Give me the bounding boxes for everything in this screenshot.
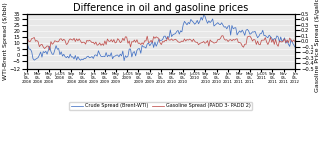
Gasoline Spread (PADD 3- PADD 2) [221,35,225,37]
Gasoline Spread (PADD 3- PADD 2) [48,49,52,51]
Gasoline Spread (PADD 3- PADD 2) [159,44,163,46]
Crude Spread (Brent-WTI) [202,14,206,16]
Crude Spread (Brent-WTI) [267,34,271,36]
Crude Spread (Brent-WTI) [122,60,126,61]
Legend: Crude Spread (Brent-WTI), Gasoline Spread (PADD 3- PADD 2): Crude Spread (Brent-WTI), Gasoline Sprea… [69,102,252,110]
Gasoline Spread (PADD 3- PADD 2) [25,39,28,41]
Crude Spread (Brent-WTI) [252,31,256,33]
Crude Spread (Brent-WTI) [153,41,157,43]
Crude Spread (Brent-WTI) [293,46,297,48]
Gasoline Spread (PADD 3- PADD 2) [27,41,31,43]
Crude Spread (Brent-WTI) [27,48,31,50]
Crude Spread (Brent-WTI) [25,45,28,47]
Gasoline Spread (PADD 3- PADD 2) [267,41,271,43]
Gasoline Spread (PADD 3- PADD 2) [153,37,157,39]
Gasoline Spread (PADD 3- PADD 2) [293,40,297,42]
Y-axis label: WTI-Brent Spread ($/bbl): WTI-Brent Spread ($/bbl) [3,2,8,80]
Gasoline Spread (PADD 3- PADD 2) [82,41,86,43]
Title: Difference in oil and gasoline prices: Difference in oil and gasoline prices [73,3,248,13]
Gasoline Spread (PADD 3- PADD 2) [252,39,256,40]
Line: Crude Spread (Brent-WTI): Crude Spread (Brent-WTI) [26,15,295,61]
Crude Spread (Brent-WTI) [81,59,85,61]
Crude Spread (Brent-WTI) [159,39,163,41]
Y-axis label: Gasoline Price Spread ($/gallon): Gasoline Price Spread ($/gallon) [315,0,320,92]
Line: Gasoline Spread (PADD 3- PADD 2): Gasoline Spread (PADD 3- PADD 2) [26,36,295,50]
